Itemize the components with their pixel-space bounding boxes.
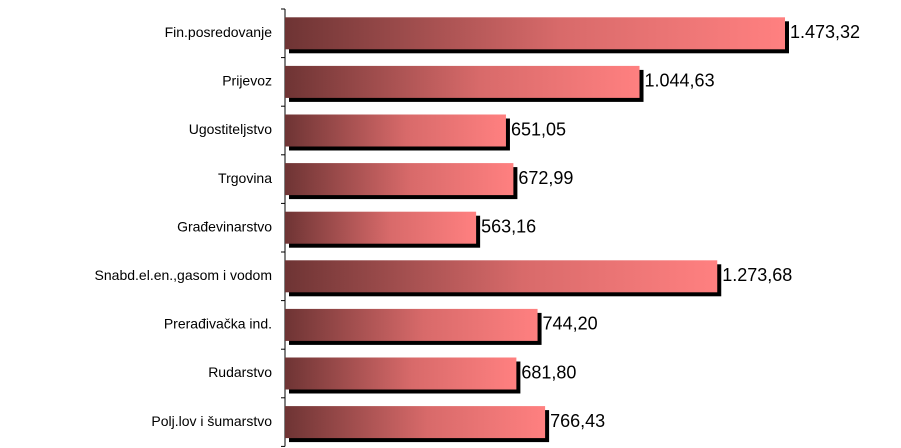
- value-label: 681,80: [521, 362, 576, 382]
- category-label: Prerađivačka ind.: [164, 316, 272, 332]
- category-label: Trgovina: [218, 170, 272, 186]
- value-label: 1.473,32: [790, 22, 860, 42]
- bar: [285, 17, 785, 50]
- category-label: Rudarstvo: [208, 364, 272, 380]
- value-label: 1.044,63: [645, 71, 715, 91]
- category-label: Prijevoz: [222, 73, 272, 89]
- value-label: 563,16: [481, 216, 536, 236]
- category-label: Snabd.el.en.,gasom i vodom: [95, 267, 272, 283]
- bar: [285, 65, 640, 98]
- value-label: 651,05: [511, 119, 566, 139]
- bar: [285, 114, 506, 147]
- value-label: 672,99: [518, 168, 573, 188]
- bar: [285, 163, 514, 196]
- category-label: Fin.posredovanje: [165, 24, 273, 40]
- value-label: 1.273,68: [722, 265, 792, 285]
- value-label: 744,20: [543, 314, 598, 334]
- bar: [285, 260, 718, 293]
- bar: [285, 308, 538, 341]
- bar: [285, 211, 477, 244]
- category-label: Građevinarstvo: [177, 218, 272, 234]
- category-label: Ugostiteljstvo: [189, 121, 272, 137]
- category-label: Polj.lov i šumarstvo: [151, 413, 272, 429]
- bar: [285, 357, 517, 390]
- value-label: 766,43: [550, 411, 605, 431]
- bar: [285, 406, 546, 439]
